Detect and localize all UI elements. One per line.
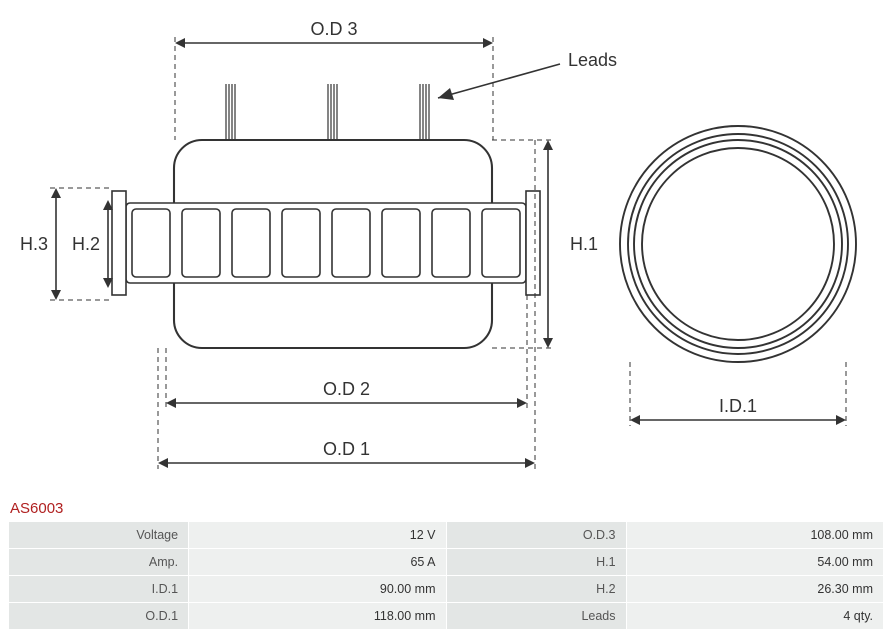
spec-label: H.1: [447, 549, 626, 575]
spec-value: 108.00 mm: [627, 522, 883, 548]
spec-value: 118.00 mm: [189, 603, 445, 629]
table-row: O.D.1118.00 mmLeads4 qty.: [9, 603, 883, 629]
table-row: Amp.65 AH.154.00 mm: [9, 549, 883, 575]
svg-text:H.3: H.3: [20, 234, 48, 254]
part-number: AS6003: [10, 500, 884, 517]
spec-value: 90.00 mm: [189, 576, 445, 602]
svg-text:O.D 1: O.D 1: [323, 439, 370, 459]
spec-label: I.D.1: [9, 576, 188, 602]
svg-text:O.D 3: O.D 3: [310, 19, 357, 39]
spec-table-body: Voltage12 VO.D.3108.00 mmAmp.65 AH.154.0…: [9, 522, 883, 629]
svg-text:I.D.1: I.D.1: [719, 396, 757, 416]
spec-value: 12 V: [189, 522, 445, 548]
technical-drawing: O.D 3 O.D 2 O.D 1 H.1 H.2 H.3 Leads I.D.1: [8, 8, 884, 498]
spec-value: 26.30 mm: [627, 576, 883, 602]
spec-value: 65 A: [189, 549, 445, 575]
spec-table: Voltage12 VO.D.3108.00 mmAmp.65 AH.154.0…: [8, 521, 884, 630]
svg-text:H.2: H.2: [72, 234, 100, 254]
spec-label: Amp.: [9, 549, 188, 575]
svg-text:O.D 2: O.D 2: [323, 379, 370, 399]
svg-text:Leads: Leads: [568, 50, 617, 70]
table-row: I.D.190.00 mmH.226.30 mm: [9, 576, 883, 602]
spec-value: 4 qty.: [627, 603, 883, 629]
spec-label: Leads: [447, 603, 626, 629]
table-row: Voltage12 VO.D.3108.00 mm: [9, 522, 883, 548]
spec-label: H.2: [447, 576, 626, 602]
spec-label: O.D.1: [9, 603, 188, 629]
spec-value: 54.00 mm: [627, 549, 883, 575]
spec-label: O.D.3: [447, 522, 626, 548]
svg-text:H.1: H.1: [570, 234, 598, 254]
spec-label: Voltage: [9, 522, 188, 548]
